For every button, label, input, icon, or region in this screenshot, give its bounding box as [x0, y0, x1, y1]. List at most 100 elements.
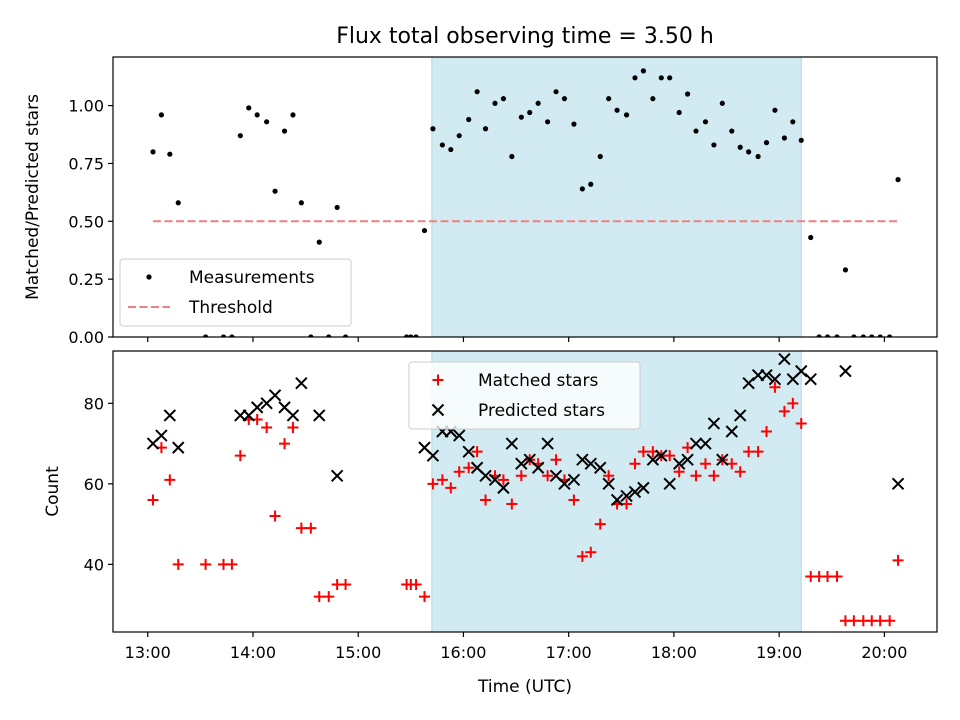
matched-stars-point [172, 558, 184, 570]
matched-stars-point [515, 470, 527, 482]
matched-stars-point [831, 570, 843, 582]
measurements-point [474, 89, 480, 95]
predicted-stars-point [576, 453, 589, 466]
measurements-point [869, 334, 875, 337]
predicted-stars-point [646, 453, 660, 466]
matched-stars-point [621, 498, 633, 510]
predicted-stars-point [594, 461, 607, 474]
matched-stars-point [340, 578, 352, 590]
measurements-point [781, 135, 788, 141]
legend-label-measurements: Measurements [189, 268, 315, 288]
measurements-point [404, 334, 410, 337]
matched-stars-point [445, 482, 457, 494]
counts-y-axis-label: Count [43, 466, 63, 517]
predicted-stars-point [725, 425, 738, 438]
measurements-point [597, 153, 603, 160]
x-tick-label: 16:00 [440, 643, 486, 662]
matched-stars-point [480, 494, 492, 506]
matched-stars-point [769, 381, 781, 393]
predicted-stars-point [462, 445, 475, 458]
y-tick-label: 0.25 [68, 270, 104, 289]
measurements-point [632, 75, 638, 81]
matched-stars-point [305, 522, 317, 534]
measurements-point [684, 91, 691, 97]
matched-stars-point [787, 397, 799, 409]
measurements-point [571, 121, 577, 127]
measurements-point [579, 186, 585, 192]
measurements-point [842, 267, 849, 273]
predicted-stars-point [567, 473, 581, 487]
predicted-stars-point [541, 437, 554, 450]
matched-stars-point [778, 405, 790, 417]
measurements-point [606, 96, 612, 102]
predicted-stars-point [172, 441, 185, 454]
predicted-stars-point [637, 481, 650, 495]
measurements-point [308, 334, 314, 337]
matched-stars-point [287, 421, 299, 433]
x-tick-label: 14:00 [230, 643, 276, 662]
matched-stars-point [147, 494, 159, 506]
predicted-stars-point [760, 368, 773, 382]
matched-stars-point [822, 570, 834, 582]
predicted-stars-point [768, 372, 782, 386]
ratio-series [150, 68, 901, 337]
y-tick-label: 0.00 [68, 328, 104, 347]
matched-stars-point [690, 470, 702, 482]
measurements-point [527, 109, 533, 116]
matched-stars-point [234, 450, 246, 462]
legend-box [408, 361, 641, 430]
measurements-point [408, 334, 414, 337]
matched-stars-point [453, 466, 465, 478]
matched-stars-point [279, 438, 291, 450]
legend-label-matched-stars: Matched stars [478, 371, 598, 391]
measurements-point [456, 133, 462, 139]
predicted-stars-point [497, 481, 510, 495]
measurements-point [342, 334, 349, 337]
predicted-stars-point [672, 457, 686, 470]
measurements-point [640, 68, 646, 74]
y-tick-label: 80 [84, 394, 104, 413]
predicted-stars-point [699, 437, 712, 450]
counts-legend: Matched stars Predicted stars [408, 361, 641, 430]
count-panel: 13:00 14:00 15:00 16:00 17:00 18:00 19:00 20:00… [43, 350, 938, 662]
y-tick-label: 60 [84, 475, 104, 494]
y-tick-label: 0.75 [68, 154, 104, 173]
legend-swatch-matched-stars [432, 374, 444, 386]
measurements-point [290, 112, 296, 118]
x-axis-label: Time (UTC) [477, 677, 572, 697]
measurements-point [824, 334, 831, 337]
measurements-point [150, 149, 156, 155]
x-tick-label: 20:00 [861, 643, 907, 662]
legend-box [119, 258, 352, 327]
predicted-stars-point [584, 457, 597, 470]
matched-stars-point [699, 458, 711, 470]
matched-stars-point [497, 474, 509, 486]
measurements-point [693, 128, 699, 134]
y-tick-label: 40 [84, 555, 104, 574]
chart-title: Flux total observing time = 3.50 h [336, 24, 714, 49]
matched-stars-point [463, 462, 475, 474]
legend-label-predicted-stars: Predicted stars [478, 401, 605, 421]
predicted-stars-point [330, 469, 344, 483]
measurements-point [316, 239, 322, 245]
predicted-stars-point [620, 489, 633, 503]
predicted-stars-point [426, 449, 440, 462]
matched-stars-point [576, 550, 588, 562]
matched-stars-point [585, 546, 597, 558]
predicted-stars-point [716, 453, 729, 466]
measurements-point [834, 334, 840, 337]
matched-stars-point [261, 421, 273, 433]
predicted-stars-point [163, 409, 177, 422]
predicted-stars-point [804, 372, 817, 386]
measurements-point [667, 75, 673, 81]
matched-stars-point [568, 494, 580, 506]
matched-stars-point [323, 591, 335, 603]
predicted-stars-point [268, 389, 282, 402]
predicted-stars-point [655, 449, 668, 462]
predicted-stars-point [505, 437, 519, 450]
measurements-point [272, 188, 278, 194]
measurements-point [203, 334, 209, 337]
predicted-stars-point [891, 477, 905, 491]
measurements-point [676, 109, 682, 116]
matched-stars-point [200, 558, 212, 570]
